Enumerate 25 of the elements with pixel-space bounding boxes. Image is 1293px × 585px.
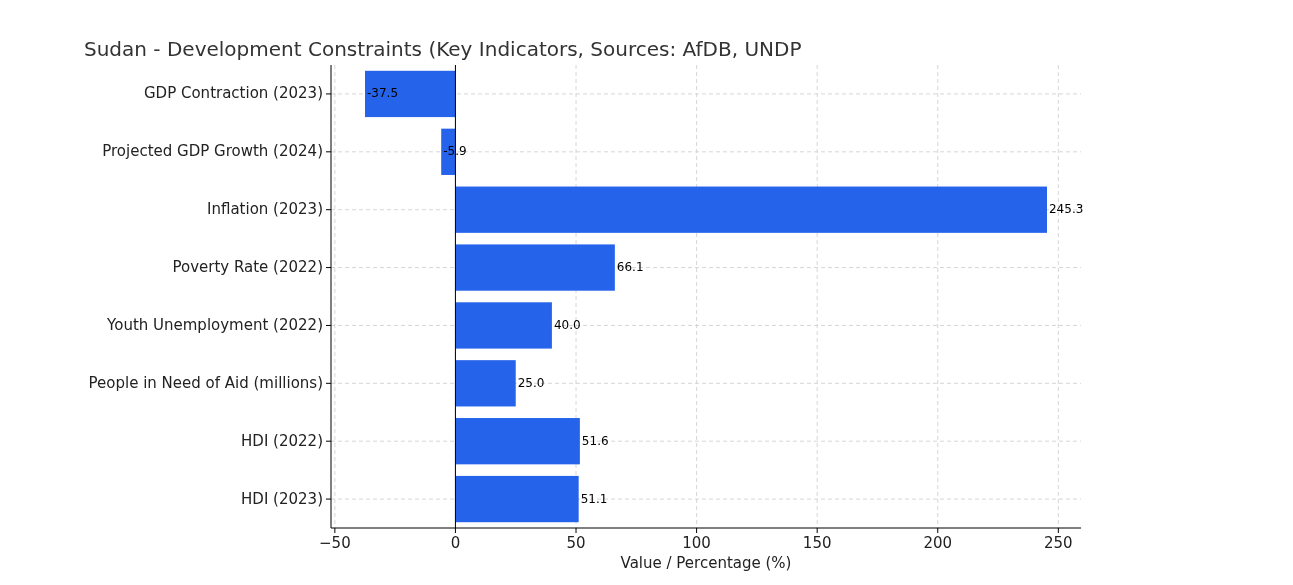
y-tick-label: HDI (2023)	[241, 489, 323, 508]
x-tick-label: 50	[566, 534, 586, 552]
x-axis-title: Value / Percentage (%)	[620, 554, 792, 572]
data-label: 245.3	[1049, 202, 1084, 217]
data-label: 25.0	[517, 375, 545, 390]
x-tick-label: −50	[319, 534, 351, 552]
x-tick-label: 250	[1044, 534, 1073, 552]
y-tick-label: Poverty Rate (2022)	[172, 258, 323, 277]
x-tick-label: 0	[450, 534, 461, 552]
x-tick-label: 150	[802, 534, 832, 552]
x-tick-label: 200	[923, 534, 953, 552]
x-tick-label: 100	[682, 534, 711, 552]
y-tick-label: GDP Contraction (2023)	[143, 84, 323, 103]
chart-title: Sudan - Development Constraints (Key Indicators, Sources: AfDB, UNDP	[84, 37, 802, 61]
y-tick-label: Inflation (2023)	[207, 200, 323, 219]
y-tick-label: People in Need of Aid (millions)	[88, 373, 323, 392]
y-tick-label: Youth Unemployment (2022)	[106, 315, 323, 334]
y-tick-label: Projected GDP Growth (2024)	[102, 142, 323, 161]
data-label: -5.9	[443, 144, 467, 159]
data-label: 51.1	[580, 491, 608, 506]
data-label: 40.0	[553, 317, 581, 332]
data-label: 66.1	[616, 260, 644, 275]
data-label: 51.6	[581, 433, 609, 448]
data-label: -37.5	[367, 86, 399, 101]
y-tick-label: HDI (2022)	[241, 431, 323, 450]
